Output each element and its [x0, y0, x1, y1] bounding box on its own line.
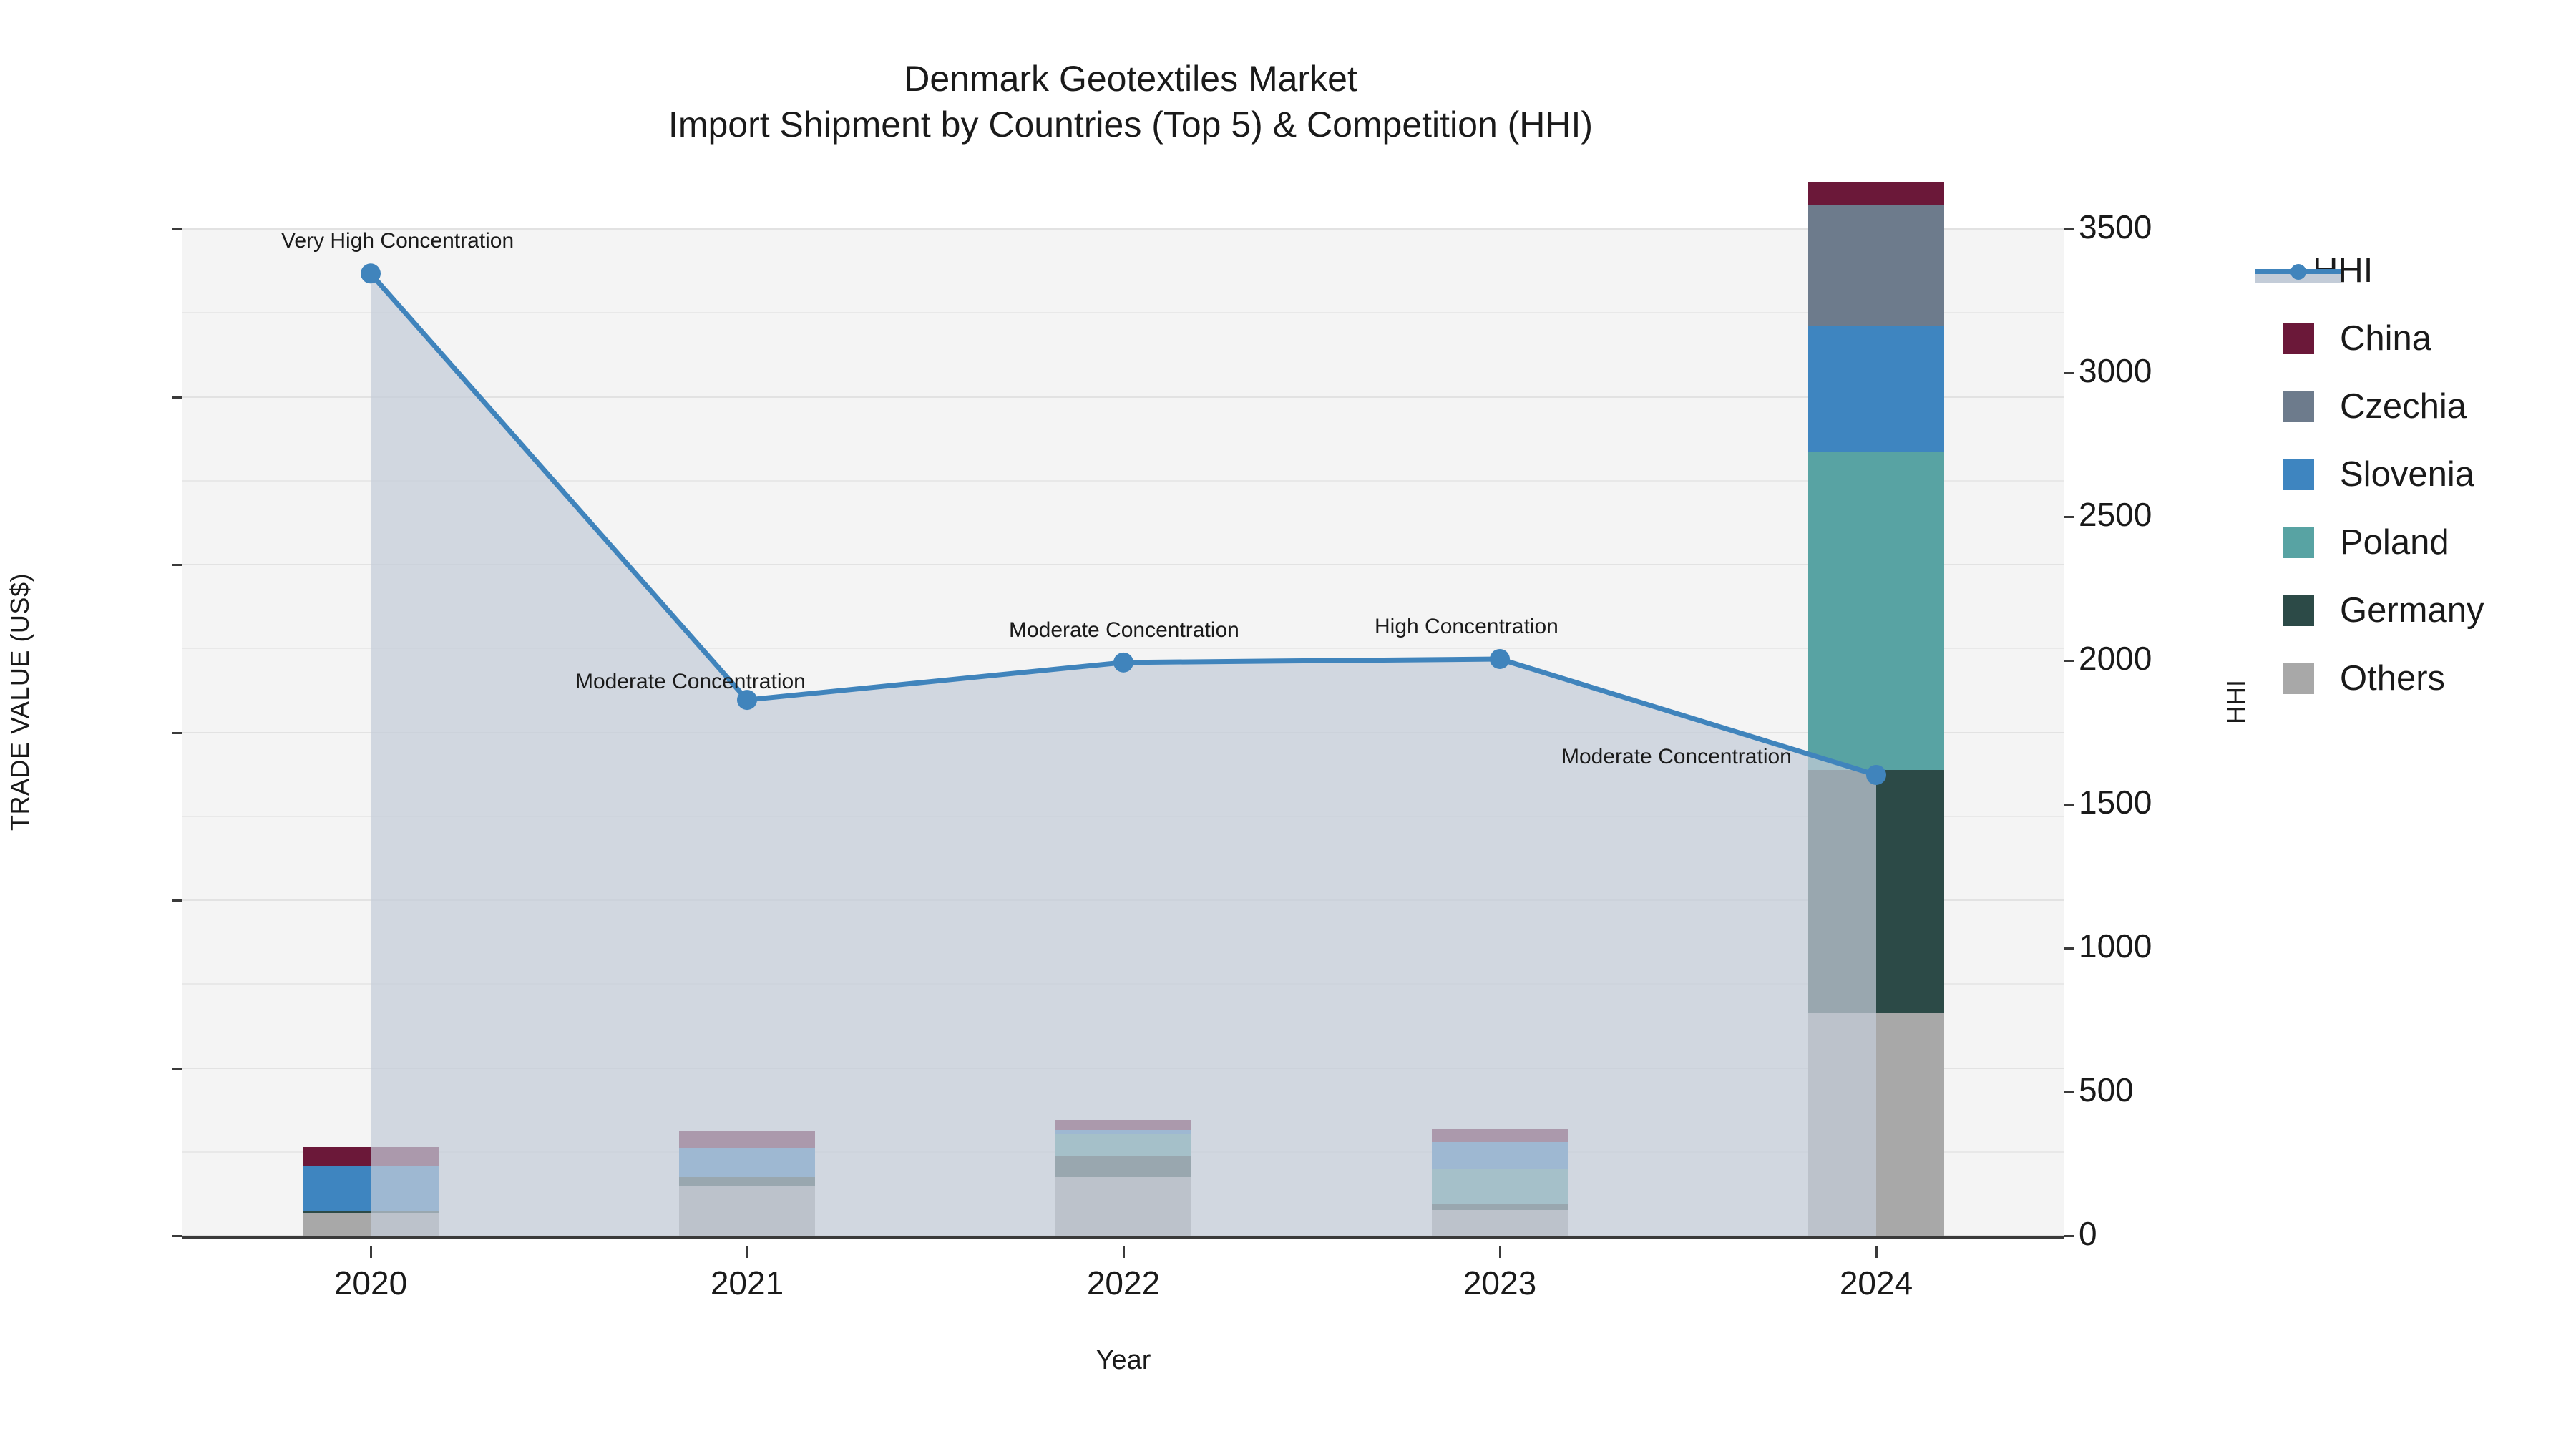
y-left-tick-mark: [172, 899, 182, 902]
legend-label: China: [2340, 318, 2432, 358]
y-left-tick-mark: [172, 396, 182, 399]
y-right-tick-mark: [2064, 660, 2074, 662]
hhi-data-point[interactable]: [1490, 648, 1510, 669]
x-tick-label: 2023: [1463, 1264, 1537, 1302]
y-axis-left-title: TRADE VALUE (US$): [5, 573, 34, 831]
y-right-tick-label: 2000: [2079, 640, 2152, 677]
legend-swatch-icon: [2283, 390, 2314, 422]
y-right-tick-mark: [2064, 228, 2074, 230]
y-right-tick-mark: [2064, 1091, 2074, 1093]
gridline: [182, 396, 2064, 398]
y-left-tick-mark: [172, 1235, 182, 1237]
concentration-annotation: Moderate Concentration: [1009, 618, 1239, 642]
concentration-annotation: Moderate Concentration: [575, 670, 806, 694]
legend: HHI China Czechia Slovenia Poland Germany Othe…: [2255, 236, 2569, 712]
legend-item-hhi[interactable]: HHI: [2255, 236, 2569, 304]
legend-swatch-icon: [2283, 322, 2314, 354]
gridline: [182, 312, 2064, 314]
legend-item-slovenia[interactable]: Slovenia: [2283, 440, 2569, 508]
gridline: [182, 228, 2064, 230]
legend-item-germany[interactable]: Germany: [2283, 576, 2569, 644]
legend-item-others[interactable]: Others: [2283, 644, 2569, 712]
y-axis-right-title: HHI: [2221, 680, 2250, 724]
y-right-tick-mark: [2064, 947, 2074, 950]
x-tick-label: 2024: [1839, 1264, 1913, 1302]
legend-label: Czechia: [2340, 386, 2467, 426]
legend-label: Germany: [2340, 590, 2484, 630]
legend-label: Slovenia: [2340, 454, 2474, 494]
legend-line-icon: [2255, 255, 2341, 286]
gridline: [182, 564, 2064, 565]
x-tick-label: 2021: [710, 1264, 784, 1302]
gridline: [182, 648, 2064, 650]
chart-title-line-1: Denmark Geotextiles Market: [904, 59, 1357, 99]
plot-area: Very High Concentration Moderate Concentr…: [182, 182, 2064, 1236]
bar-segment-poland[interactable]: [1808, 451, 1944, 771]
bar-segment-czechia[interactable]: [1808, 205, 1944, 326]
hhi-line-series: [361, 263, 1886, 1236]
x-tick-mark: [1116, 1246, 1131, 1258]
y-right-tick-mark: [2064, 516, 2074, 518]
hhi-data-point[interactable]: [1113, 652, 1133, 673]
y-right-tick-mark: [2064, 372, 2074, 374]
y-right-tick-label: 1500: [2079, 784, 2152, 821]
y-left-tick-mark: [172, 564, 182, 566]
hhi-data-point[interactable]: [737, 690, 757, 711]
y-left-tick-mark: [172, 228, 182, 230]
bar-segment-china[interactable]: [1808, 182, 1944, 206]
hhi-area-fill: [371, 273, 1876, 1236]
legend-swatch-icon: [2283, 594, 2314, 626]
y-right-tick-label: 0: [2079, 1215, 2097, 1252]
legend-item-poland[interactable]: Poland: [2283, 508, 2569, 576]
y-right-tick-label: 500: [2079, 1071, 2134, 1108]
y-right-tick-label: 3000: [2079, 352, 2152, 389]
x-tick-label: 2020: [333, 1264, 408, 1302]
y-right-tick-label: 3500: [2079, 208, 2152, 245]
legend-swatch-icon: [2283, 458, 2314, 490]
legend-item-czechia[interactable]: Czechia: [2283, 372, 2569, 440]
concentration-annotation: Moderate Concentration: [1561, 744, 1792, 769]
hhi-data-point[interactable]: [1866, 764, 1886, 785]
bar-segment-slovenia[interactable]: [1808, 325, 1944, 452]
concentration-annotation: Very High Concentration: [281, 229, 514, 253]
hhi-data-point[interactable]: [361, 263, 381, 284]
y-right-tick-mark: [2064, 1235, 2074, 1237]
y-left-tick-mark: [172, 1067, 182, 1070]
legend-label: Others: [2340, 658, 2446, 698]
legend-label: Poland: [2340, 522, 2449, 562]
legend-swatch-icon: [2283, 662, 2314, 694]
x-axis-title: Year: [1096, 1345, 1151, 1375]
legend-item-china[interactable]: China: [2283, 304, 2569, 372]
chart-title: Denmark Geotextiles Market Import Shipme…: [0, 56, 2261, 147]
x-tick-label: 2022: [1086, 1264, 1161, 1302]
x-tick-mark: [364, 1246, 378, 1258]
y-right-tick-mark: [2064, 804, 2074, 806]
gridline: [182, 479, 2064, 482]
y-left-tick-mark: [172, 731, 182, 734]
y-right-tick-label: 2500: [2079, 496, 2152, 533]
concentration-annotation: High Concentration: [1375, 614, 1558, 638]
y-right-tick-label: 1000: [2079, 927, 2152, 965]
x-tick-mark: [1493, 1246, 1507, 1258]
x-tick-mark: [740, 1246, 754, 1258]
x-tick-mark: [1869, 1246, 1883, 1258]
x-axis-line: [182, 1236, 2064, 1239]
legend-swatch-icon: [2283, 526, 2314, 558]
chart-title-line-2: Import Shipment by Countries (Top 5) & C…: [668, 104, 1594, 145]
y-axis-left-title-wrap: TRADE VALUE (US$): [0, 0, 42, 1449]
